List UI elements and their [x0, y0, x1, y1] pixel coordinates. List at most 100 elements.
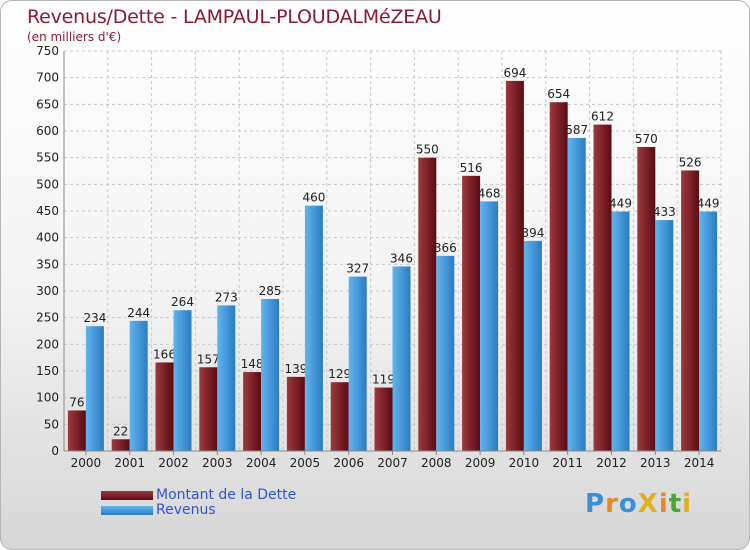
y-tick-label: 750: [36, 44, 59, 58]
data-label: 433: [653, 205, 676, 219]
legend-label-dette: Montant de la Dette: [156, 487, 297, 503]
x-tick-label: 2010: [509, 456, 540, 470]
logo-letter: o: [618, 489, 638, 519]
data-label: 285: [259, 284, 282, 298]
y-tick-label: 600: [36, 124, 59, 138]
data-label: 468: [478, 186, 501, 200]
bar-revenus: [392, 266, 411, 451]
data-label: 129: [328, 367, 351, 381]
y-tick-label: 700: [36, 71, 59, 85]
data-label: 460: [302, 191, 325, 205]
y-tick-label: 250: [36, 311, 59, 325]
data-label: 612: [591, 110, 614, 124]
proxiti-logo: ProXiti: [585, 489, 692, 519]
logo-letter: i: [682, 489, 693, 519]
bar-revenus: [611, 211, 630, 451]
x-tick-label: 2013: [640, 456, 671, 470]
y-tick-label: 150: [36, 364, 59, 378]
data-label: 327: [346, 262, 369, 276]
bar-revenus: [129, 320, 148, 451]
x-tick-label: 2003: [202, 456, 233, 470]
bar-dette: [155, 362, 174, 451]
x-tick-label: 2011: [552, 456, 583, 470]
x-tick-label: 2000: [71, 456, 102, 470]
data-label: 654: [547, 87, 570, 101]
bar-dette: [505, 80, 524, 451]
logo-letter: P: [585, 489, 606, 519]
x-tick-label: 2007: [377, 456, 408, 470]
x-tick-label: 2009: [465, 456, 496, 470]
data-label: 264: [171, 295, 194, 309]
chart-subtitle: (en milliers d'€): [27, 30, 122, 44]
legend-swatch-dette: [101, 490, 153, 500]
bar-dette: [593, 124, 612, 451]
data-label: 449: [697, 197, 720, 211]
x-tick-label: 2005: [290, 456, 321, 470]
y-tick-label: 300: [36, 284, 59, 298]
data-label: 119: [372, 373, 395, 387]
y-tick-label: 200: [36, 337, 59, 351]
bar-revenus: [348, 276, 367, 451]
y-tick-label: 400: [36, 231, 59, 245]
data-label: 244: [127, 306, 150, 320]
data-label: 157: [197, 352, 220, 366]
data-label: 22: [113, 424, 128, 438]
legend-item-revenus: Revenus: [101, 502, 216, 518]
y-tick-label: 550: [36, 151, 59, 165]
y-tick-label: 500: [36, 177, 59, 191]
data-label: 570: [635, 132, 658, 146]
bar-revenus: [523, 240, 542, 451]
bar-dette: [111, 439, 130, 451]
data-label: 526: [679, 155, 702, 169]
logo-letter: t: [668, 489, 683, 519]
bar-revenus: [436, 255, 455, 451]
y-tick-label: 0: [51, 444, 59, 458]
bar-dette: [418, 157, 437, 451]
y-axis: 0 50 100 150 200 250 300 350 400 450 500 550 600 650 7…: [36, 44, 65, 458]
data-label: 516: [460, 161, 483, 175]
y-tick-label: 100: [36, 391, 59, 405]
bar-revenus: [85, 326, 104, 451]
bar-revenus: [217, 305, 236, 451]
x-tick-label: 2008: [421, 456, 452, 470]
bars: 76 234 22 244 166 264 157 273 148 285 139 460 129 327…: [67, 66, 720, 452]
data-label: 234: [83, 311, 106, 325]
bar-dette: [286, 376, 305, 451]
bar-revenus: [261, 299, 280, 451]
data-label: 550: [416, 143, 439, 157]
data-label: 694: [503, 66, 526, 80]
bar-revenus: [304, 205, 323, 451]
y-tick-label: 50: [44, 417, 59, 431]
legend-swatch-revenus: [101, 505, 153, 515]
x-tick-label: 2014: [684, 456, 715, 470]
x-tick-label: 2004: [246, 456, 277, 470]
data-label: 394: [521, 226, 544, 240]
x-tick-label: 2012: [596, 456, 627, 470]
bar-dette: [67, 410, 86, 451]
x-tick-label: 2001: [114, 456, 145, 470]
bar-dette: [549, 102, 568, 451]
bar-revenus: [699, 211, 718, 451]
bar-revenus: [655, 220, 674, 451]
chart-title: Revenus/Dette - LAMPAUL-PLOUDALMéZEAU: [27, 6, 442, 28]
data-label: 76: [69, 395, 84, 409]
data-label: 148: [241, 357, 264, 371]
y-tick-label: 350: [36, 257, 59, 271]
bar-dette: [199, 367, 218, 451]
data-label: 587: [565, 123, 588, 137]
bar-dette: [374, 387, 393, 451]
legend-label-revenus: Revenus: [156, 502, 216, 518]
bar-dette: [243, 372, 262, 451]
data-label: 449: [609, 197, 632, 211]
bar-dette: [637, 147, 656, 451]
logo-letter: X: [637, 489, 659, 519]
data-label: 166: [153, 347, 176, 361]
x-tick-label: 2006: [333, 456, 364, 470]
logo-letter: r: [605, 489, 619, 519]
logo-letter: i: [658, 489, 669, 519]
data-label: 366: [434, 241, 457, 255]
bar-dette: [681, 170, 700, 451]
x-axis: 2000 2001 2002 2003 2004 2005 2006 2007 2008 2009…: [64, 450, 721, 470]
